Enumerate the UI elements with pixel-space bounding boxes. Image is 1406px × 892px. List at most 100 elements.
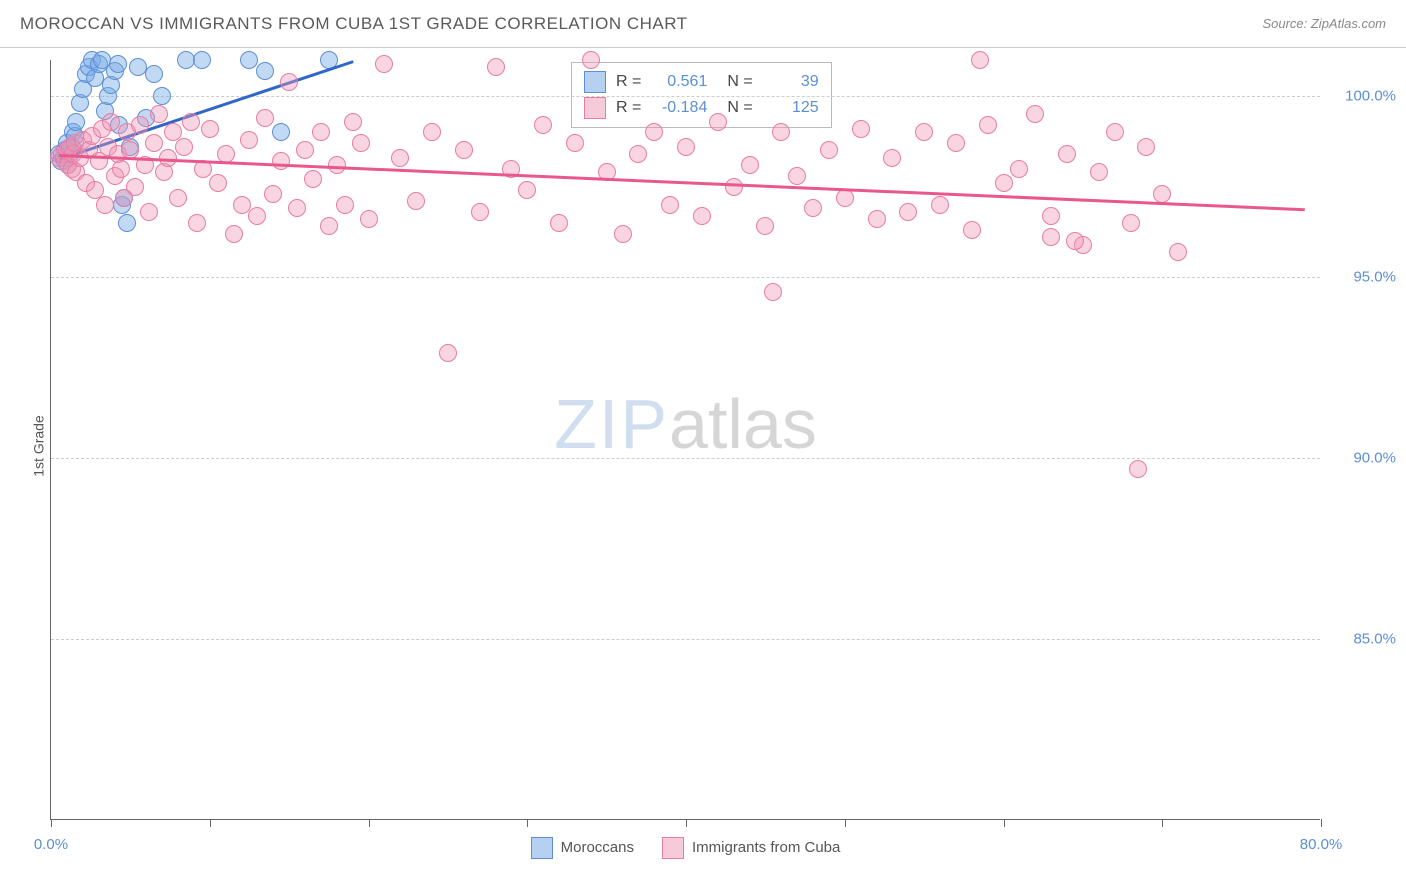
scatter-plot-area: ZIPatlas R =0.561N =39R =-0.184N =125 Mo…: [50, 60, 1320, 820]
scatter-point: [947, 134, 965, 152]
x-tick: [1004, 819, 1005, 827]
scatter-point: [288, 199, 306, 217]
scatter-point: [118, 214, 136, 232]
scatter-point: [140, 203, 158, 221]
legend-r-label: R =: [616, 73, 641, 91]
scatter-point: [1153, 185, 1171, 203]
scatter-point: [550, 214, 568, 232]
scatter-point: [109, 55, 127, 73]
scatter-point: [677, 138, 695, 156]
chart-title: MOROCCAN VS IMMIGRANTS FROM CUBA 1ST GRA…: [20, 14, 688, 34]
watermark-zip: ZIP: [554, 385, 669, 463]
scatter-point: [240, 51, 258, 69]
scatter-point: [645, 123, 663, 141]
scatter-point: [455, 141, 473, 159]
scatter-point: [391, 149, 409, 167]
gridline-h: [51, 277, 1320, 278]
scatter-point: [182, 113, 200, 131]
scatter-point: [820, 141, 838, 159]
legend-r-value: 0.561: [651, 73, 707, 91]
x-tick: [845, 819, 846, 827]
stats-legend-row: R =-0.184N =125: [584, 95, 819, 121]
scatter-point: [112, 160, 130, 178]
scatter-point: [979, 116, 997, 134]
scatter-point: [1169, 243, 1187, 261]
stats-legend-box: R =0.561N =39R =-0.184N =125: [571, 62, 832, 128]
scatter-point: [1042, 207, 1060, 225]
series-legend: Moroccans Immigrants from Cuba: [51, 837, 1320, 859]
scatter-point: [304, 170, 322, 188]
legend-n-label: N =: [727, 73, 752, 91]
scatter-point: [225, 225, 243, 243]
scatter-point: [169, 189, 187, 207]
source-attribution: Source: ZipAtlas.com: [1262, 16, 1386, 31]
series-legend-item: Immigrants from Cuba: [662, 837, 840, 859]
scatter-point: [764, 283, 782, 301]
scatter-point: [360, 210, 378, 228]
legend-swatch: [584, 97, 606, 119]
scatter-point: [971, 51, 989, 69]
x-tick: [51, 819, 52, 827]
scatter-point: [899, 203, 917, 221]
legend-n-value: 125: [763, 99, 819, 117]
y-axis-label: 1st Grade: [31, 415, 47, 476]
scatter-point: [240, 131, 258, 149]
scatter-point: [280, 73, 298, 91]
scatter-point: [153, 87, 171, 105]
series-legend-label: Immigrants from Cuba: [692, 839, 840, 856]
scatter-point: [471, 203, 489, 221]
scatter-point: [915, 123, 933, 141]
gridline-h: [51, 639, 1320, 640]
scatter-point: [145, 134, 163, 152]
legend-swatch: [662, 837, 684, 859]
scatter-point: [407, 192, 425, 210]
x-tick: [686, 819, 687, 827]
scatter-point: [344, 113, 362, 131]
y-tick-label: 95.0%: [1326, 269, 1396, 286]
scatter-point: [1090, 163, 1108, 181]
scatter-point: [201, 120, 219, 138]
scatter-point: [175, 138, 193, 156]
scatter-point: [741, 156, 759, 174]
scatter-point: [272, 152, 290, 170]
x-tick: [1321, 819, 1322, 827]
y-tick-label: 100.0%: [1326, 88, 1396, 105]
scatter-point: [256, 109, 274, 127]
scatter-point: [1137, 138, 1155, 156]
scatter-point: [1106, 123, 1124, 141]
scatter-point: [150, 105, 168, 123]
watermark-atlas: atlas: [669, 385, 817, 463]
scatter-point: [836, 189, 854, 207]
scatter-point: [131, 116, 149, 134]
scatter-point: [709, 113, 727, 131]
scatter-point: [439, 344, 457, 362]
scatter-point: [296, 141, 314, 159]
scatter-point: [1122, 214, 1140, 232]
scatter-point: [487, 58, 505, 76]
x-tick: [210, 819, 211, 827]
gridline-h: [51, 458, 1320, 459]
legend-swatch: [584, 71, 606, 93]
scatter-point: [756, 217, 774, 235]
scatter-point: [931, 196, 949, 214]
scatter-point: [352, 134, 370, 152]
legend-n-label: N =: [727, 99, 752, 117]
scatter-point: [102, 113, 120, 131]
y-tick-label: 90.0%: [1326, 450, 1396, 467]
legend-swatch: [531, 837, 553, 859]
scatter-point: [1026, 105, 1044, 123]
scatter-point: [1042, 228, 1060, 246]
x-tick: [1162, 819, 1163, 827]
scatter-point: [788, 167, 806, 185]
scatter-point: [256, 62, 274, 80]
scatter-point: [423, 123, 441, 141]
series-legend-label: Moroccans: [561, 839, 634, 856]
watermark: ZIPatlas: [554, 384, 817, 464]
scatter-point: [209, 174, 227, 192]
scatter-point: [725, 178, 743, 196]
scatter-point: [312, 123, 330, 141]
scatter-point: [518, 181, 536, 199]
scatter-point: [804, 199, 822, 217]
y-tick-label: 85.0%: [1326, 631, 1396, 648]
scatter-point: [233, 196, 251, 214]
